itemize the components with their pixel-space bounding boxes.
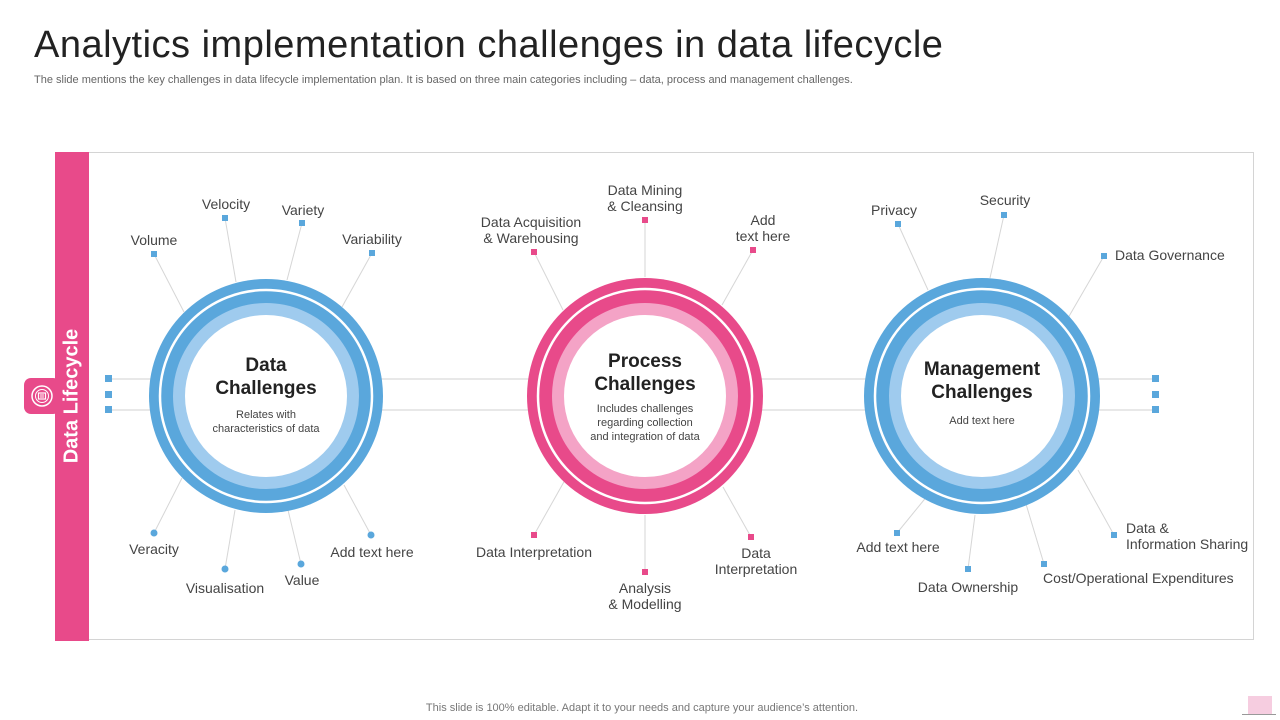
page-subtitle: The slide mentions the key challenges in… <box>34 74 853 86</box>
data-challenges-desc: Relates with characteristics of data <box>212 409 320 435</box>
data-challenges-title: Data Challenges <box>215 355 317 399</box>
label-data-interpretation-right: Data Interpretation <box>714 545 798 577</box>
label-data-mining: Data Mining & Cleansing <box>607 182 683 214</box>
label-variety: Variety <box>281 202 325 218</box>
label-management-add-text: Add text here <box>856 539 940 555</box>
management-challenges-circle <box>864 278 1100 514</box>
process-challenges-circle <box>527 278 763 514</box>
label-veracity: Veracity <box>129 541 179 557</box>
corner-decoration <box>1248 696 1272 714</box>
process-challenges-desc: Includes challenges regarding collection… <box>590 403 700 443</box>
label-information-sharing: Data & Information Sharing <box>1126 520 1249 552</box>
label-data-add-text: Add text here <box>330 544 414 560</box>
label-data-ownership: Data Ownership <box>917 579 1019 595</box>
label-variability: Variability <box>342 231 402 247</box>
corner-line <box>1242 714 1276 715</box>
footer-note: This slide is 100% editable. Adapt it to… <box>425 702 859 714</box>
data-lifecycle-icon <box>24 378 60 414</box>
label-volume: Volume <box>130 232 178 248</box>
label-privacy: Privacy <box>871 202 917 218</box>
label-security: Security <box>979 192 1031 208</box>
label-analysis-modelling: Analysis & Modelling <box>608 580 682 612</box>
process-challenges-title: Process Challenges <box>594 351 696 395</box>
management-challenges-title: Management Challenges <box>923 359 1041 403</box>
sidebar-bar <box>55 152 89 641</box>
label-process-add-text: Add text here <box>735 212 791 244</box>
label-data-governance: Data Governance <box>1115 247 1225 263</box>
label-data-acquisition: Data Acquisition & Warehousing <box>480 214 582 246</box>
management-challenges-desc: Add text here <box>949 415 1015 427</box>
label-cost-operational: Cost/Operational Expenditures <box>1043 570 1234 586</box>
label-velocity: Velocity <box>201 196 251 212</box>
page-title: Analytics implementation challenges in d… <box>34 24 944 66</box>
label-data-interpretation-left: Data Interpretation <box>476 544 592 560</box>
label-value: Value <box>284 572 320 588</box>
label-visualisation: Visualisation <box>185 580 265 596</box>
data-challenges-circle <box>149 279 383 513</box>
